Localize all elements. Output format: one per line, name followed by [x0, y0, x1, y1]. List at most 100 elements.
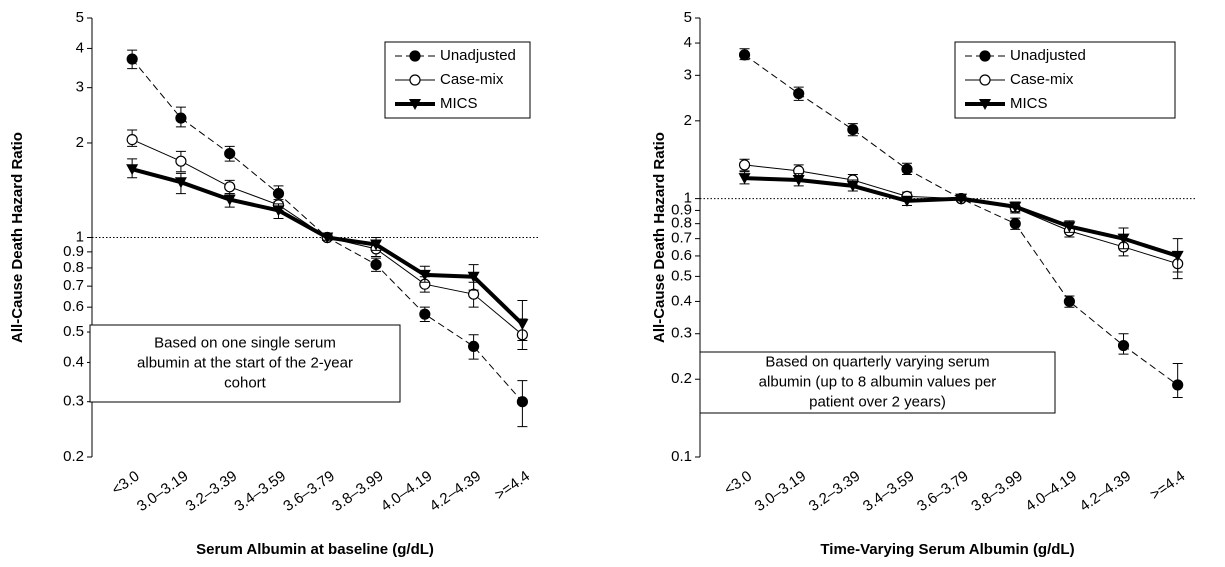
- legend-label: MICS: [1010, 95, 1048, 112]
- x-tick-label: 3.8–3.99: [968, 468, 1026, 515]
- chart: 0.2 0.3 0.4 0.5 0.6 0.70.80.91 2 3 4 5 <3.03.0–3.1…: [9, 9, 538, 558]
- marker: [1009, 201, 1022, 213]
- marker: [1117, 233, 1130, 245]
- y-tick-label: 0.4: [671, 292, 692, 309]
- chart: 0.1 0.2 0.3 0.4 0.5 0.60.70.80.91 2 3 4 5 <3.03.0–…: [651, 9, 1195, 558]
- x-tick-label: >=4.4: [1147, 468, 1188, 504]
- x-tick-label: 3.6–3.79: [914, 468, 972, 515]
- x-tick-label: 4.0–4.19: [1022, 468, 1080, 515]
- marker: [900, 195, 913, 207]
- marker: [846, 180, 859, 192]
- marker: [224, 147, 236, 160]
- marker: [174, 177, 187, 189]
- x-tick-label: 4.2–4.39: [427, 468, 485, 515]
- marker: [272, 187, 285, 200]
- y-tick-label: 1: [76, 228, 84, 245]
- x-axis-label: Serum Albumin at baseline (g/dL): [196, 541, 434, 558]
- marker: [175, 155, 187, 167]
- marker: [516, 319, 529, 331]
- y-tick-label: 0.5: [63, 323, 84, 340]
- legend-marker: [409, 50, 421, 62]
- annotation: Based on quarterly varying serum: [765, 353, 989, 370]
- legend-marker: [409, 74, 421, 86]
- y-tick-label: 4: [684, 34, 692, 51]
- marker: [418, 269, 431, 281]
- y-tick-label: 2: [684, 112, 692, 129]
- y-axis-label: All-Cause Death Hazard Ratio: [651, 132, 668, 343]
- y-tick-label: 1: [684, 190, 692, 207]
- y-tick-label: 2: [76, 134, 84, 151]
- y-tick-label: 0.5: [671, 267, 692, 284]
- marker: [955, 193, 968, 205]
- x-tick-label: 3.2–3.39: [183, 468, 241, 515]
- x-tick-label: 3.4–3.59: [231, 468, 289, 515]
- x-tick-label: <3.0: [109, 468, 143, 499]
- marker: [468, 288, 480, 300]
- y-tick-label: 0.2: [63, 448, 84, 465]
- marker: [468, 340, 480, 353]
- y-tick-label: 5: [76, 9, 84, 26]
- annotation: patient over 2 years): [809, 393, 946, 410]
- y-tick-label: 3: [76, 79, 84, 96]
- x-tick-label: 3.6–3.79: [280, 468, 338, 515]
- marker: [792, 175, 805, 187]
- annotation-box: [89, 324, 401, 403]
- marker: [126, 53, 138, 65]
- y-tick-label: 3: [684, 66, 692, 83]
- legend-marker: [409, 99, 421, 110]
- x-tick-label: 4.2–4.39: [1077, 468, 1135, 515]
- marker: [1063, 295, 1075, 308]
- series-line: [131, 167, 524, 326]
- y-tick-label: 0.2: [671, 370, 692, 387]
- x-tick-label: >=4.4: [492, 468, 533, 504]
- legend-marker: [979, 99, 991, 110]
- x-tick-label: 4.0–4.19: [378, 468, 436, 515]
- series-line: [744, 54, 1178, 386]
- y-tick-label: 0.6: [671, 247, 692, 264]
- marker: [1063, 221, 1076, 233]
- legend-label: Unadjusted: [1010, 47, 1086, 64]
- y-tick-label: 0.8: [63, 259, 84, 276]
- y-axis-label: All-Cause Death Hazard Ratio: [9, 132, 26, 343]
- x-tick-label: 3.2–3.39: [806, 468, 864, 515]
- marker: [793, 87, 805, 100]
- legend-marker: [979, 74, 991, 86]
- marker: [370, 258, 382, 271]
- marker: [738, 49, 751, 61]
- x-tick-label: 3.8–3.99: [329, 468, 387, 515]
- x-axis-label: Time-Varying Serum Albumin (g/dL): [820, 541, 1074, 558]
- marker: [467, 271, 480, 283]
- x-tick-label: 3.0–3.19: [752, 468, 810, 515]
- marker: [847, 123, 859, 136]
- y-tick-label: 0.7: [671, 230, 692, 247]
- marker: [738, 159, 751, 171]
- y-tick-label: 0.4: [63, 353, 84, 370]
- annotation: albumin (up to 8 albumin values per: [759, 373, 997, 390]
- y-tick-label: 0.3: [671, 325, 692, 342]
- y-tick-label: 0.1: [671, 448, 692, 465]
- marker: [1009, 218, 1021, 230]
- marker: [126, 133, 138, 146]
- y-tick-label: 0.6: [63, 298, 84, 315]
- marker: [370, 239, 383, 251]
- marker: [272, 205, 285, 217]
- marker: [516, 396, 528, 408]
- marker: [175, 112, 187, 124]
- legend-marker: [979, 50, 991, 62]
- legend-label: Case-mix: [440, 71, 504, 88]
- marker: [1117, 339, 1130, 352]
- marker: [901, 163, 913, 175]
- x-tick-label: 3.0–3.19: [134, 468, 192, 515]
- marker: [738, 173, 751, 185]
- annotation-box: [699, 351, 1056, 414]
- y-tick-label: 5: [684, 9, 692, 26]
- marker: [1171, 250, 1184, 262]
- legend-label: Case-mix: [1010, 71, 1074, 88]
- y-tick-label: 4: [76, 39, 84, 56]
- legend-label: Unadjusted: [440, 47, 516, 64]
- y-tick-label: 0.9: [63, 243, 84, 260]
- y-tick-label: 0.8: [671, 215, 692, 232]
- series-line: [744, 176, 1179, 258]
- y-tick-label: 0.3: [63, 393, 84, 410]
